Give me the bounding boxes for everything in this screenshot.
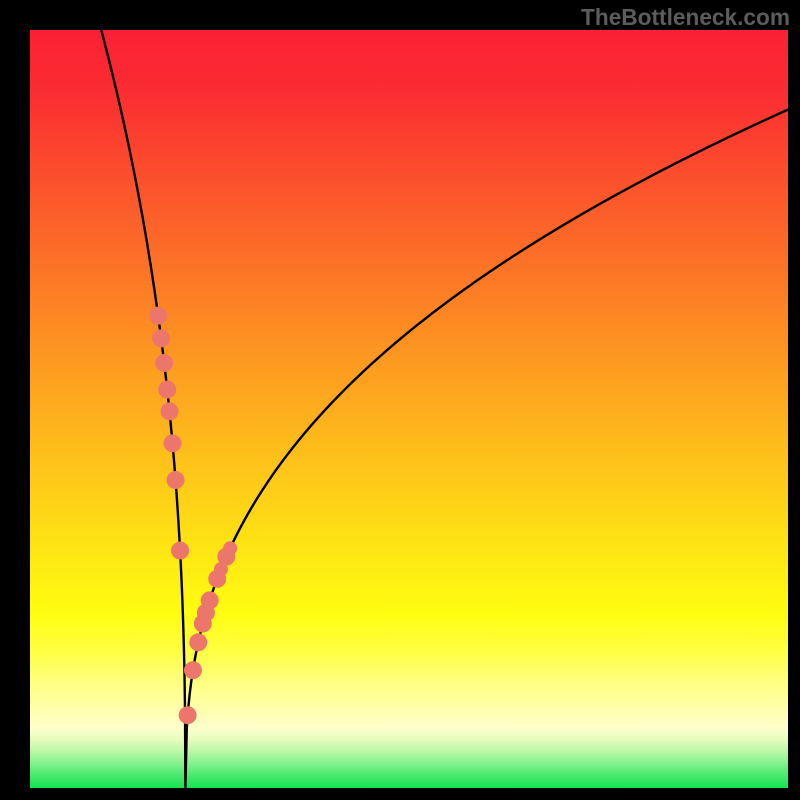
plot-area xyxy=(30,30,788,788)
watermark-text: TheBottleneck.com xyxy=(581,4,790,31)
data-marker xyxy=(223,541,237,555)
data-marker xyxy=(152,329,170,347)
data-marker xyxy=(149,307,167,325)
data-marker xyxy=(184,661,202,679)
chart-canvas: TheBottleneck.com xyxy=(0,0,800,800)
gradient-background xyxy=(30,30,788,788)
data-marker xyxy=(201,591,219,609)
data-marker xyxy=(155,354,173,372)
data-marker xyxy=(189,633,207,651)
data-marker xyxy=(160,402,178,420)
data-marker xyxy=(167,471,185,489)
plot-svg xyxy=(30,30,788,788)
data-marker xyxy=(171,542,189,560)
data-marker xyxy=(179,706,197,724)
data-marker xyxy=(164,434,182,452)
data-marker xyxy=(214,562,228,576)
data-marker xyxy=(158,381,176,399)
